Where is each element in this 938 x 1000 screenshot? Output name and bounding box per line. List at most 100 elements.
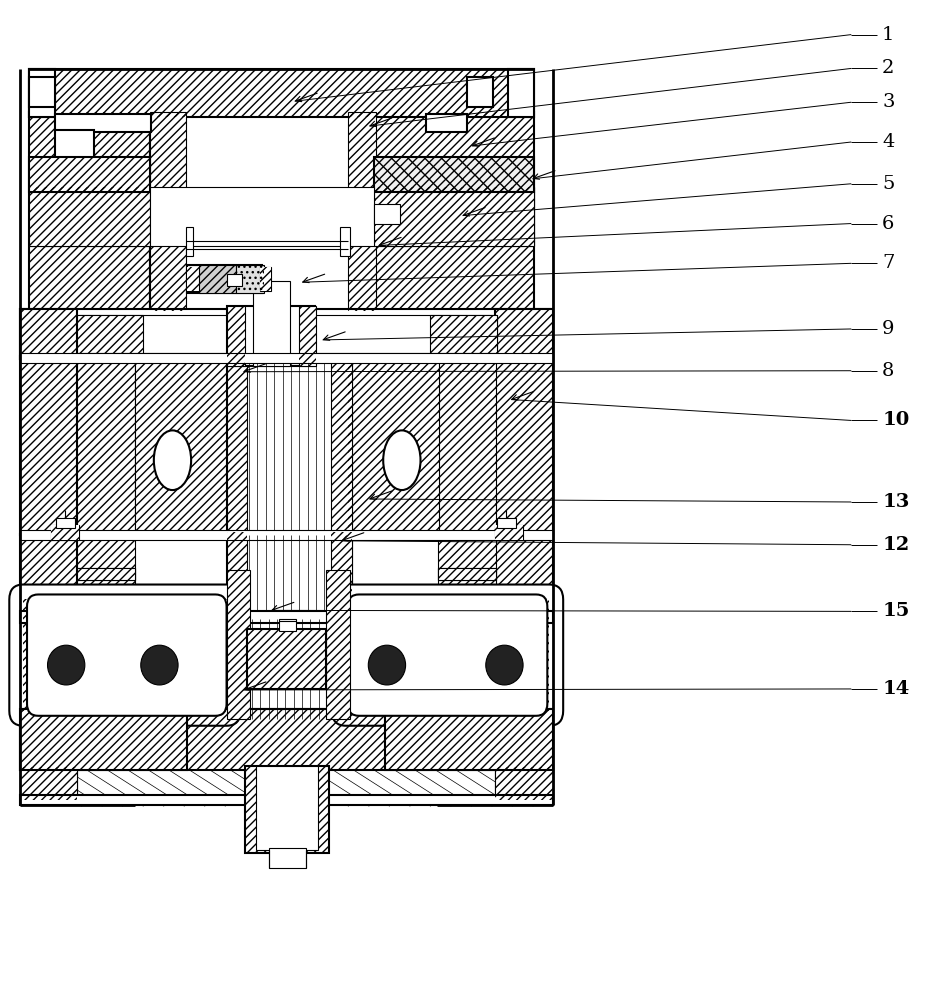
Bar bbox=[374, 157, 535, 192]
Text: 7: 7 bbox=[882, 254, 895, 272]
Circle shape bbox=[141, 645, 178, 685]
Bar bbox=[150, 112, 186, 311]
Bar bbox=[235, 265, 264, 293]
Bar bbox=[20, 309, 552, 359]
Bar bbox=[227, 306, 245, 366]
Bar bbox=[247, 629, 326, 689]
Bar bbox=[495, 525, 523, 540]
Bar bbox=[77, 315, 143, 353]
Bar bbox=[20, 530, 552, 540]
Bar bbox=[438, 568, 496, 580]
Bar bbox=[227, 532, 353, 621]
Bar bbox=[55, 114, 151, 132]
Bar bbox=[227, 570, 250, 719]
Bar bbox=[150, 187, 374, 246]
Bar bbox=[20, 709, 552, 770]
Bar bbox=[495, 534, 552, 621]
Bar bbox=[77, 534, 135, 621]
Bar bbox=[227, 356, 247, 535]
Bar bbox=[227, 306, 245, 366]
Bar bbox=[346, 599, 549, 711]
Bar bbox=[467, 77, 493, 107]
Text: 14: 14 bbox=[882, 680, 909, 698]
Bar bbox=[346, 599, 549, 711]
Bar bbox=[29, 69, 535, 117]
Bar bbox=[495, 767, 552, 800]
Bar bbox=[495, 356, 552, 535]
Text: 9: 9 bbox=[882, 320, 895, 338]
FancyBboxPatch shape bbox=[27, 594, 227, 716]
Bar bbox=[495, 309, 552, 359]
Bar bbox=[29, 69, 55, 117]
Bar bbox=[77, 534, 497, 621]
Bar bbox=[374, 157, 535, 192]
Bar bbox=[331, 356, 352, 535]
Bar bbox=[348, 356, 439, 535]
Bar bbox=[374, 112, 535, 311]
Text: 4: 4 bbox=[882, 133, 895, 151]
Bar bbox=[29, 112, 150, 311]
Bar bbox=[340, 227, 350, 256]
Ellipse shape bbox=[154, 430, 191, 490]
Bar bbox=[495, 525, 523, 540]
Bar bbox=[495, 356, 552, 535]
Text: 8: 8 bbox=[882, 362, 895, 380]
Bar bbox=[374, 112, 535, 311]
Text: 5: 5 bbox=[882, 175, 895, 193]
Bar bbox=[348, 356, 439, 535]
Bar bbox=[188, 267, 199, 291]
FancyBboxPatch shape bbox=[9, 585, 240, 726]
Bar bbox=[20, 534, 77, 621]
Bar bbox=[20, 795, 552, 805]
Bar bbox=[29, 69, 535, 117]
Bar bbox=[374, 187, 535, 246]
Bar bbox=[299, 306, 316, 366]
Bar bbox=[77, 315, 497, 353]
Bar bbox=[77, 568, 135, 580]
Bar bbox=[227, 356, 353, 535]
Bar bbox=[348, 112, 376, 311]
Bar bbox=[495, 767, 552, 800]
Bar bbox=[29, 187, 150, 246]
Bar bbox=[188, 267, 199, 291]
Bar bbox=[20, 709, 188, 770]
Bar bbox=[56, 518, 75, 528]
Bar bbox=[247, 629, 326, 689]
Bar bbox=[260, 267, 271, 291]
Bar bbox=[20, 709, 188, 770]
Bar bbox=[495, 767, 552, 800]
Bar bbox=[260, 267, 271, 291]
Bar bbox=[150, 112, 374, 311]
Bar bbox=[20, 767, 77, 800]
Text: 10: 10 bbox=[882, 411, 909, 429]
Bar bbox=[256, 766, 318, 850]
Bar bbox=[260, 267, 271, 291]
Bar bbox=[374, 157, 535, 192]
Bar bbox=[77, 356, 135, 535]
Bar bbox=[331, 532, 352, 621]
Bar bbox=[188, 267, 199, 291]
Bar bbox=[495, 309, 552, 359]
Bar bbox=[430, 315, 497, 353]
Bar bbox=[508, 69, 535, 117]
Text: 6: 6 bbox=[882, 215, 895, 233]
Bar bbox=[331, 532, 352, 621]
Bar bbox=[29, 112, 150, 311]
Bar bbox=[135, 356, 227, 535]
Bar bbox=[227, 356, 247, 535]
Bar bbox=[23, 599, 227, 711]
Bar bbox=[77, 568, 135, 580]
Bar bbox=[279, 619, 295, 631]
Bar bbox=[386, 709, 552, 770]
Bar bbox=[438, 568, 496, 580]
Circle shape bbox=[48, 645, 84, 685]
Bar bbox=[20, 767, 77, 800]
Bar bbox=[348, 112, 376, 311]
Text: 2: 2 bbox=[882, 59, 895, 77]
Bar bbox=[374, 187, 535, 246]
Bar bbox=[426, 114, 467, 132]
Bar bbox=[199, 265, 235, 293]
Bar bbox=[186, 227, 193, 256]
Bar bbox=[438, 356, 496, 535]
Bar bbox=[20, 309, 77, 359]
